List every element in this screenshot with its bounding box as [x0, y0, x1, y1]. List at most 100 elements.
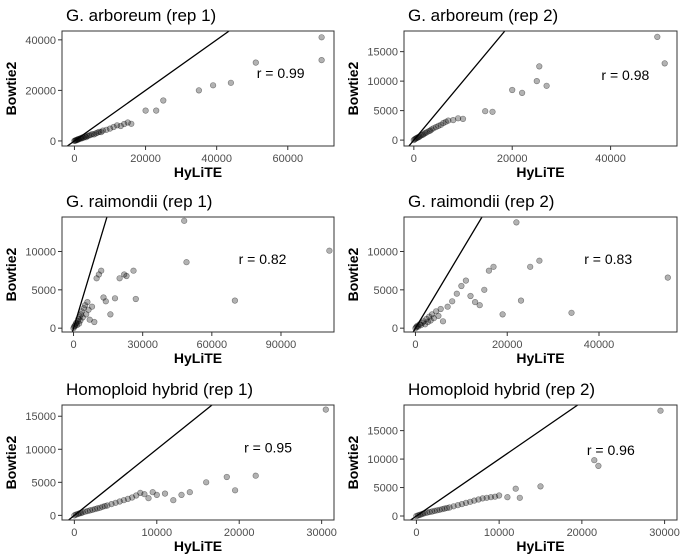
data-point [160, 97, 167, 104]
x-tick-label: 10000 [484, 527, 515, 539]
data-point [99, 503, 106, 510]
data-point [422, 129, 429, 137]
data-point [227, 79, 234, 86]
panel-title: Homoploid hybrid (rep 2) [408, 380, 595, 399]
data-point [86, 316, 93, 323]
correlation-label: r = 0.99 [257, 65, 305, 81]
data-point [203, 479, 210, 486]
data-point [491, 493, 499, 500]
panel-title: Homoploid hybrid (rep 1) [66, 380, 253, 399]
x-tick-label: 10000 [141, 527, 172, 539]
panel-title: G. arboreum (rep 2) [408, 6, 558, 25]
plot-area [412, 217, 671, 332]
data-point [94, 129, 101, 136]
panel-1: G. arboreum (rep 1) 0 20000 40000 60000 0 2000… [3, 6, 335, 180]
x-tick-label: 40000 [584, 339, 615, 351]
y-tick-label: 20000 [25, 85, 56, 97]
data-point [420, 131, 427, 138]
data-point [231, 297, 238, 304]
data-point [437, 305, 444, 313]
x-tick-label: 30000 [127, 339, 158, 351]
data-point [83, 311, 90, 318]
data-point [504, 494, 511, 501]
data-point [186, 489, 193, 496]
y-tick-label: 15000 [367, 47, 398, 59]
data-point [449, 298, 456, 305]
data-point [427, 317, 434, 324]
data-point [454, 502, 461, 509]
data-point [485, 267, 493, 274]
data-point [100, 294, 107, 301]
x-axis-title: HyLiTE [516, 350, 564, 366]
data-point [145, 495, 152, 502]
data-point [482, 108, 489, 115]
correlation-label: r = 0.98 [601, 67, 649, 83]
data-point [509, 86, 516, 94]
data-point [128, 120, 135, 127]
data-point [96, 504, 103, 511]
y-axis-title: Bowtie2 [345, 435, 361, 489]
data-point [121, 271, 128, 278]
panel-3: G. raimondii (rep 1) 0 30000 60000 90000 0 500… [3, 192, 335, 366]
data-point [481, 286, 488, 293]
data-point [434, 507, 441, 514]
data-point [75, 320, 83, 327]
data-point [81, 508, 89, 515]
data-point [210, 82, 217, 89]
data-point [431, 507, 438, 515]
y-tick-label: 40000 [25, 35, 56, 47]
data-point [137, 489, 144, 497]
data-point [133, 492, 140, 499]
data-point [499, 311, 506, 318]
data-point [121, 120, 128, 128]
data-point [483, 494, 490, 501]
data-point [439, 506, 446, 513]
data-point [181, 217, 188, 224]
y-axis-title: Bowtie2 [3, 247, 19, 301]
data-point [475, 496, 482, 503]
data-point [432, 123, 440, 131]
data-point [536, 63, 543, 70]
data-point [490, 263, 497, 270]
data-point [423, 129, 430, 136]
data-point [326, 247, 333, 254]
data-point [661, 60, 668, 67]
data-point [467, 292, 474, 300]
y-tick-label: 5000 [32, 477, 56, 489]
panel-5: Homoploid hybrid (rep 1) 0 10000 20000 30000… [3, 380, 337, 554]
data-point [595, 462, 602, 470]
y-tick-label: 10000 [367, 247, 398, 259]
data-point [450, 116, 457, 124]
panel-border [61, 30, 335, 147]
x-tick-label: 40000 [201, 153, 232, 165]
data-point [433, 308, 440, 315]
data-point [427, 127, 434, 134]
panel-border [403, 216, 678, 333]
x-tick-label: 60000 [197, 339, 228, 351]
data-point [110, 123, 117, 131]
data-point [439, 318, 447, 325]
panel-4: G. raimondii (rep 2) 0 20000 40000 0 5000 1000… [345, 192, 678, 366]
data-point [430, 125, 437, 132]
plot-area [410, 405, 664, 520]
data-point [458, 282, 465, 290]
data-point [124, 119, 131, 126]
data-point [101, 503, 108, 510]
data-point [84, 508, 91, 515]
data-point [322, 406, 329, 413]
y-tick-label: 15000 [25, 411, 56, 423]
data-point [195, 87, 202, 94]
x-axis-title: HyLiTE [516, 538, 564, 554]
y-tick-label: 0 [392, 511, 398, 523]
y-axis-title: Bowtie2 [345, 247, 361, 301]
data-point [445, 117, 452, 124]
x-tick-label: 20000 [130, 153, 161, 165]
data-point [471, 497, 478, 504]
data-point [413, 134, 420, 142]
data-point [178, 491, 185, 499]
data-point [117, 122, 124, 130]
identity-line [410, 405, 579, 520]
data-point [543, 82, 550, 89]
data-point [252, 59, 259, 66]
data-point [591, 457, 598, 464]
